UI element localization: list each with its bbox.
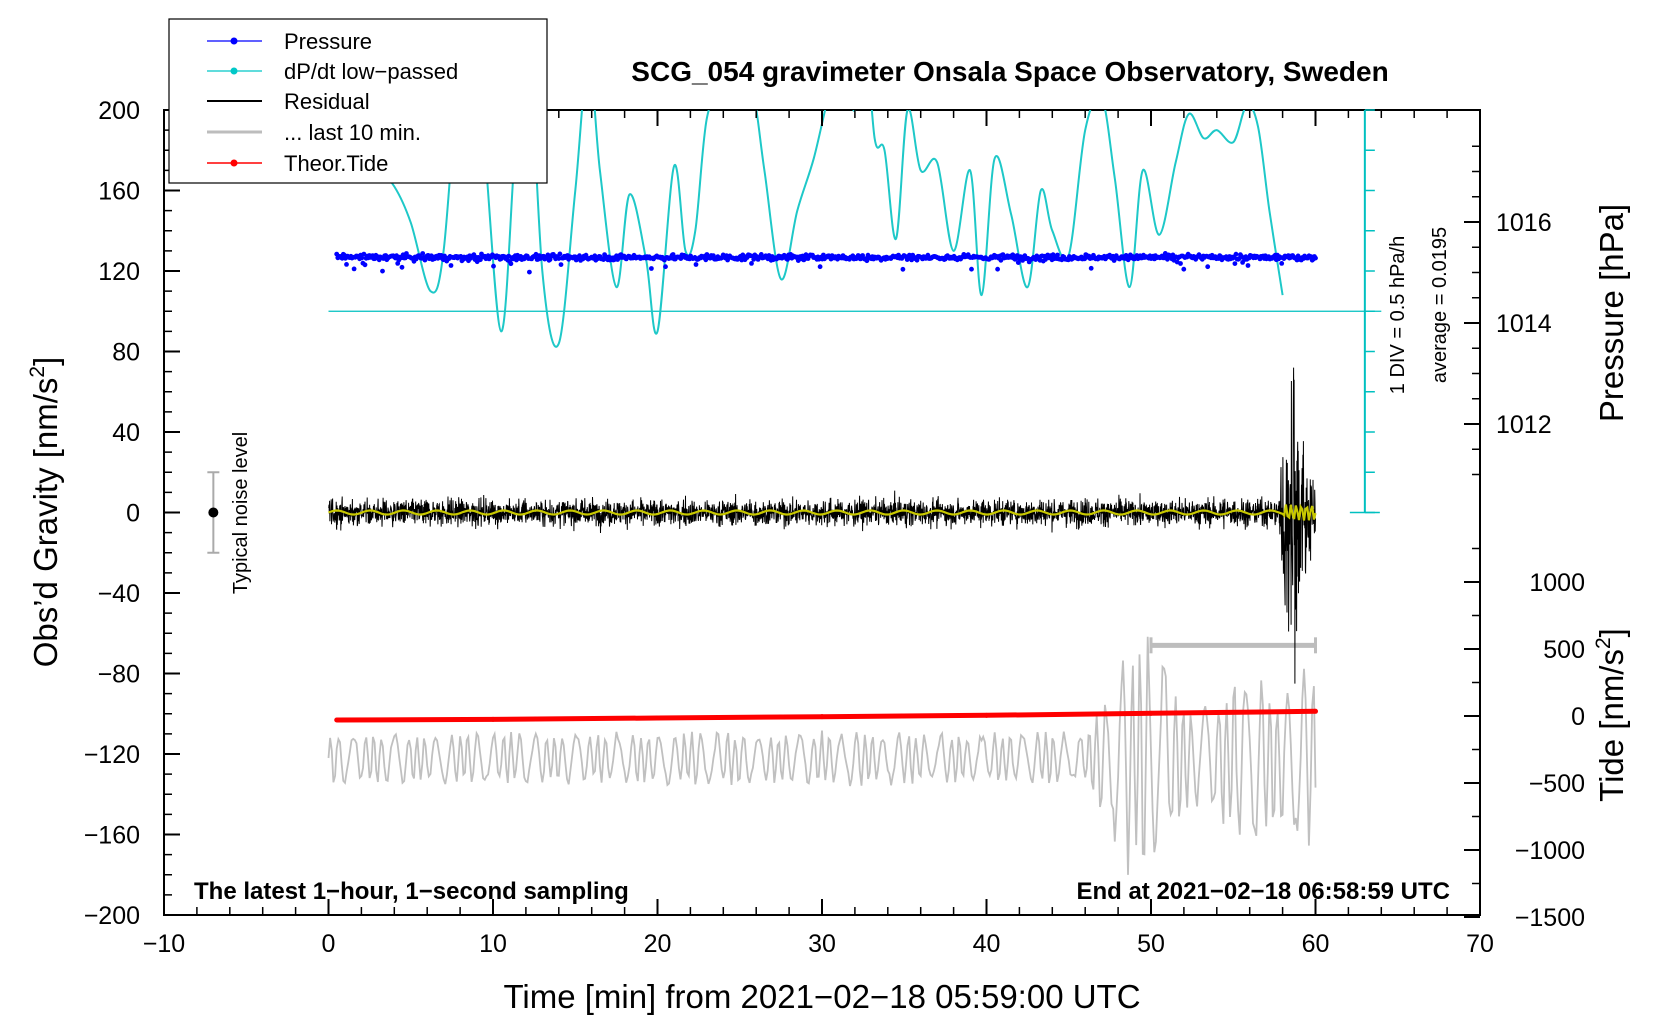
series-theor-tide [336,708,1316,723]
note-left: The latest 1−hour, 1−second sampling [194,878,629,905]
y-tick-label: 0 [126,500,140,528]
pressure-point [491,263,496,269]
pressure-point [1232,261,1238,266]
legend-marker-dpdt [230,67,238,75]
pressure-tick-label: 1014 [1496,310,1552,338]
x-tick-label: 50 [1137,930,1165,958]
y-tick-label: −120 [84,741,140,769]
pressure-tick-label: 1012 [1496,411,1552,439]
pressure-point [969,266,974,272]
y-tick-label: 80 [112,339,140,367]
tide-point [1313,708,1318,714]
tide-tick-label: −1000 [1515,837,1585,865]
legend-label-tide: Theor.Tide [284,151,388,176]
pressure-point [900,266,906,272]
tide-point [1148,710,1154,716]
pressure-point [399,264,405,270]
pressure-point [420,251,426,256]
axes-layer: −10 0 10 20 30 40 50 60 70 −200 −160 −120 −80 −40 0 40 8… [84,97,1585,958]
legend-marker-tide [230,159,238,167]
pressure-point [1233,251,1239,257]
y-tick-label: 40 [112,419,140,447]
legend-label-residual: Residual [284,89,370,114]
pressure-point [670,252,676,257]
y-axis-title-tide: Tide [nm/s2] [1592,628,1630,802]
pressure-point [448,263,454,268]
x-axis-title: Time [min] from 2021−02−18 05:59:00 UTC [503,978,1140,1015]
pressure-point [749,261,754,266]
pressure-tick-label: 1016 [1496,209,1552,237]
pressure-point [914,257,920,263]
legend-marker-pressure [230,37,238,45]
pressure-point [362,262,368,268]
legend-label-last10: ... last 10 min. [284,120,421,145]
tide-point [819,714,825,720]
y-axis-title-pressure: Pressure [hPa] [1593,204,1630,422]
legend-label-dpdt: dP/dt low−passed [284,59,458,84]
pressure-point [508,261,514,267]
pressure-point [1088,265,1094,271]
tide-point [984,712,989,718]
pressure-point [359,255,365,261]
series-last-10-min [327,636,1317,875]
pressure-point [817,264,823,270]
dpdt-scale-text: 1 DIV = 0.5 hPa/h [1387,236,1409,394]
legend-label-pressure: Pressure [284,29,372,54]
pressure-point [558,262,564,267]
y-tick-label: 200 [98,97,140,125]
y-tick-label: −160 [84,822,140,850]
pressure-point [1178,261,1183,266]
pressure-point [1205,264,1211,270]
x-tick-label: 10 [479,930,507,958]
y-axis-title-left: Obs’d Gravity [nm/s2] [26,357,64,668]
x-tick-label: 70 [1466,930,1494,958]
series-layer [207,109,1382,875]
series-residual [328,367,1316,684]
tide-tick-label: 1000 [1529,569,1585,597]
pressure-point [693,262,699,267]
series-residual-smoothed [328,503,1317,521]
y-tick-label: −80 [98,661,140,689]
tide-tick-label: 500 [1543,636,1585,664]
tide-point [490,716,496,722]
legend: Pressure dP/dt low−passed Residual ... l… [168,18,548,184]
chart-title: SCG_054 gravimeter Onsala Space Observat… [631,56,1388,87]
tide-tick-label: −1500 [1515,904,1585,932]
tide-point [334,717,340,723]
x-tick-label: 60 [1302,930,1330,958]
pressure-point [527,269,532,275]
x-tick-label: 30 [808,930,836,958]
pressure-point [649,266,654,271]
y-tick-label: −200 [84,902,140,930]
note-right: End at 2021−02−18 06:58:59 UTC [1076,878,1450,905]
noise-center-dot [208,507,219,518]
x-tick-label: 20 [644,930,672,958]
x-tick-label: −10 [143,930,185,958]
pressure-point [1313,255,1318,261]
pressure-point [1279,261,1285,266]
y-tick-label: 160 [98,178,140,206]
series-pressure [334,251,1318,275]
tide-point [655,715,660,721]
tide-tick-label: 0 [1571,703,1585,731]
pressure-point [1165,256,1170,262]
y-tick-label: 120 [98,258,140,286]
noise-level-label: Typical noise level [230,432,252,594]
x-tick-label: 40 [973,930,1001,958]
dpdt-average-text: average = 0.0195 [1429,227,1451,383]
pressure-point [351,266,357,272]
pressure-point [1055,252,1060,258]
y-tick-label: −40 [98,580,140,608]
x-tick-label: 0 [322,930,336,958]
pressure-point [557,251,563,257]
pressure-point [1245,263,1251,268]
pressure-point [1181,266,1187,272]
pressure-point [995,266,1000,272]
pressure-point [344,262,349,267]
tide-tick-label: −500 [1529,770,1585,798]
pressure-point [380,268,385,274]
pressure-point [864,258,870,264]
pressure-point [663,264,668,270]
